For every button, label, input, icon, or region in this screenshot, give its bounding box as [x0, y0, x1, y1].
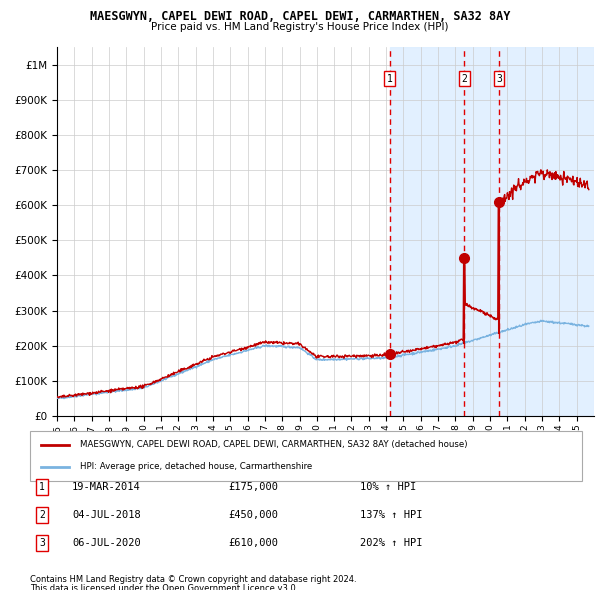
Text: 137% ↑ HPI: 137% ↑ HPI: [360, 510, 422, 520]
Text: 19-MAR-2014: 19-MAR-2014: [72, 482, 141, 491]
FancyBboxPatch shape: [30, 431, 582, 481]
Text: 202% ↑ HPI: 202% ↑ HPI: [360, 539, 422, 548]
Text: 2: 2: [461, 74, 467, 84]
Text: £450,000: £450,000: [228, 510, 278, 520]
Text: MAESGWYN, CAPEL DEWI ROAD, CAPEL DEWI, CARMARTHEN, SA32 8AY (detached house): MAESGWYN, CAPEL DEWI ROAD, CAPEL DEWI, C…: [80, 440, 467, 449]
Text: MAESGWYN, CAPEL DEWI ROAD, CAPEL DEWI, CARMARTHEN, SA32 8AY: MAESGWYN, CAPEL DEWI ROAD, CAPEL DEWI, C…: [90, 10, 510, 23]
Text: 3: 3: [39, 539, 45, 548]
Text: HPI: Average price, detached house, Carmarthenshire: HPI: Average price, detached house, Carm…: [80, 463, 312, 471]
Text: Contains HM Land Registry data © Crown copyright and database right 2024.: Contains HM Land Registry data © Crown c…: [30, 575, 356, 584]
Text: £610,000: £610,000: [228, 539, 278, 548]
Text: 1: 1: [387, 74, 393, 84]
Text: 06-JUL-2020: 06-JUL-2020: [72, 539, 141, 548]
Text: 2: 2: [39, 510, 45, 520]
Text: 3: 3: [496, 74, 502, 84]
Text: 10% ↑ HPI: 10% ↑ HPI: [360, 482, 416, 491]
Text: 04-JUL-2018: 04-JUL-2018: [72, 510, 141, 520]
Text: Price paid vs. HM Land Registry's House Price Index (HPI): Price paid vs. HM Land Registry's House …: [151, 22, 449, 32]
Text: 1: 1: [39, 482, 45, 491]
Text: £175,000: £175,000: [228, 482, 278, 491]
Bar: [390, 47, 594, 416]
Text: This data is licensed under the Open Government Licence v3.0.: This data is licensed under the Open Gov…: [30, 584, 298, 590]
